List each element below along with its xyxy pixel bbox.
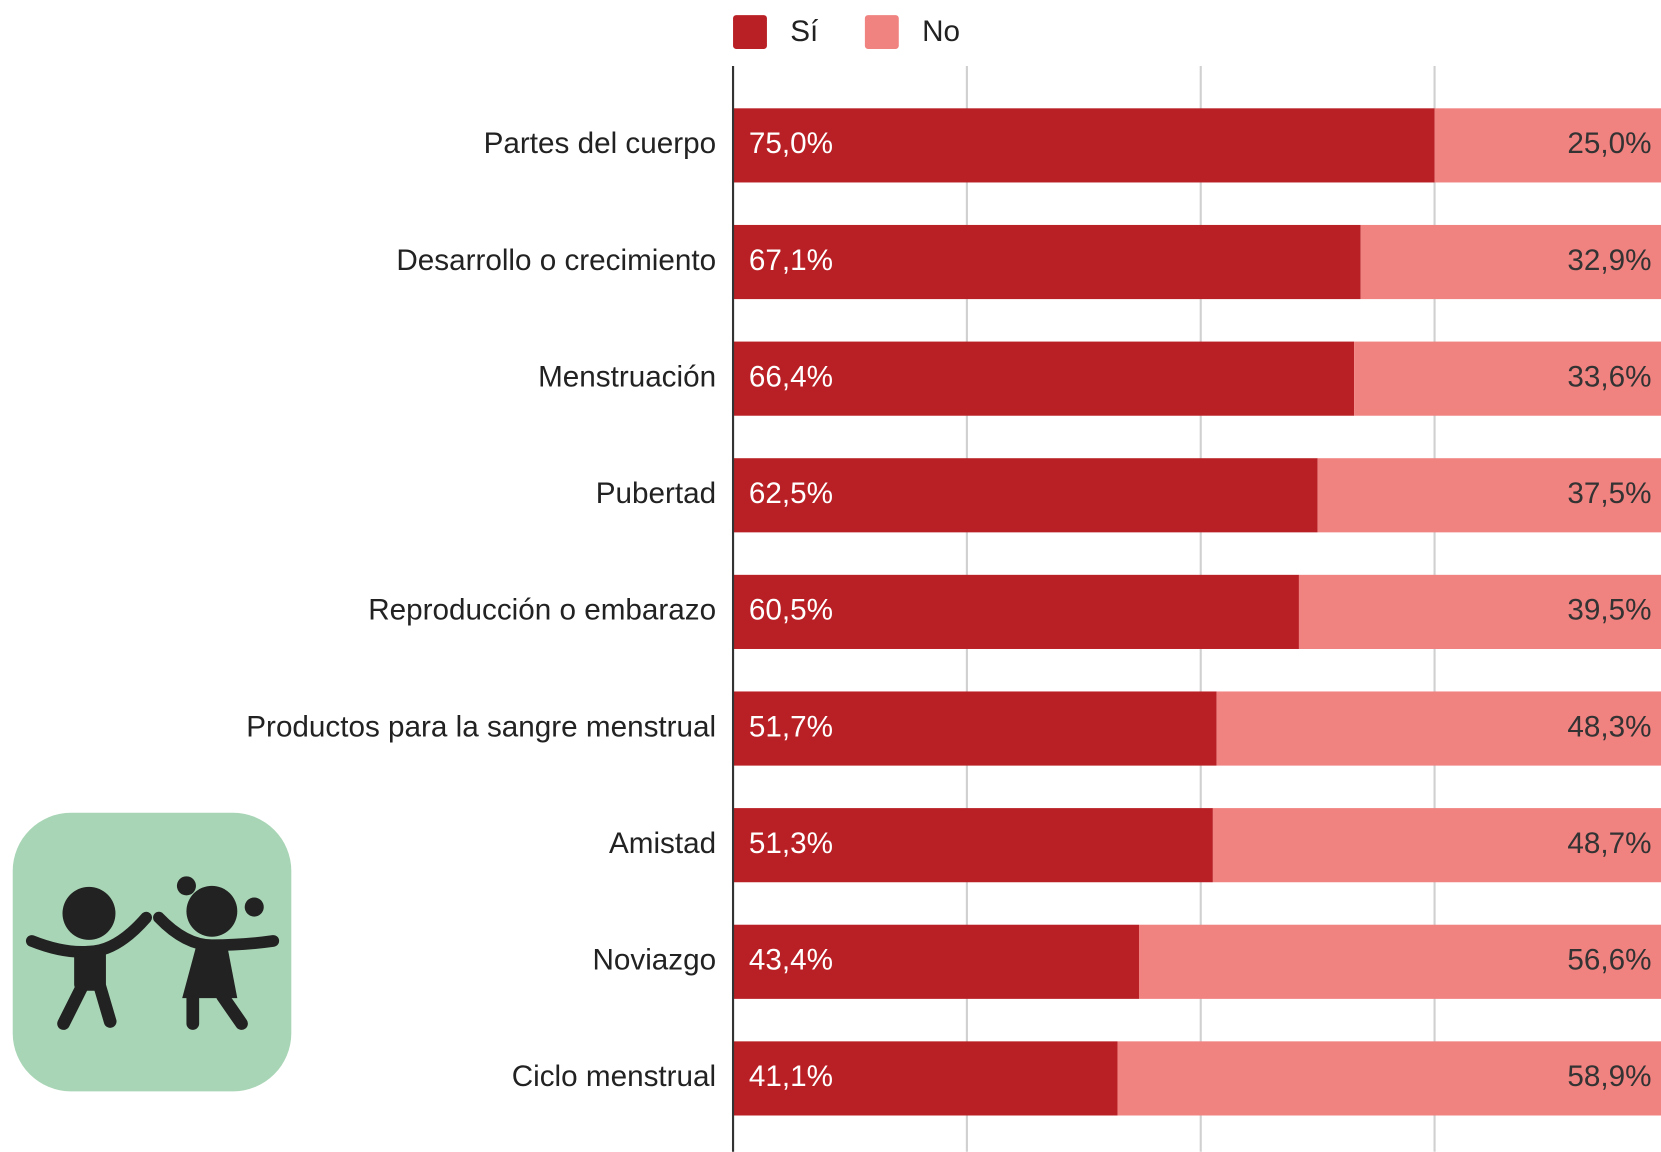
value-label: 41,1% <box>749 1060 833 1093</box>
value-label: 39,5% <box>1567 594 1651 627</box>
value-label: 58,9% <box>1567 1060 1651 1093</box>
icon-background <box>12 812 292 1092</box>
bar-segment <box>733 458 1318 533</box>
value-label: 56,6% <box>1567 944 1651 977</box>
value-label: 66,4% <box>749 360 833 393</box>
bar-segment <box>733 808 1213 883</box>
bar-segment <box>1298 574 1661 649</box>
bar-segment <box>733 691 1217 766</box>
category-label: Pubertad <box>596 477 716 510</box>
value-label: 48,3% <box>1567 710 1651 743</box>
bar-segment <box>1360 224 1661 300</box>
legend: Sí No <box>733 15 960 49</box>
value-label: 51,7% <box>749 710 833 743</box>
bar-segment <box>733 574 1299 649</box>
category-label: Menstruación <box>538 360 716 393</box>
kids-icon <box>12 812 292 1092</box>
bar-segment <box>1317 458 1661 533</box>
value-label: 67,1% <box>749 244 833 277</box>
icon-figures <box>25 876 280 1030</box>
value-label: 43,4% <box>749 944 833 977</box>
legend-label: No <box>922 15 960 48</box>
category-label: Ciclo menstrual <box>512 1060 716 1093</box>
bar-segment <box>1117 1041 1661 1116</box>
bar-segment <box>1212 808 1661 883</box>
bar-segment <box>1138 924 1661 999</box>
legend-swatch <box>864 15 899 49</box>
category-label: Productos para la sangre menstrual <box>246 710 716 743</box>
value-label: 48,7% <box>1567 827 1651 860</box>
value-label: 51,3% <box>749 827 833 860</box>
bar-segment <box>733 924 1139 999</box>
bar-segment <box>1216 691 1661 766</box>
bar-segment <box>733 341 1355 416</box>
bar-segment <box>733 1041 1118 1116</box>
bar-segment <box>1354 341 1661 416</box>
category-label: Partes del cuerpo <box>484 127 716 160</box>
legend-label: Sí <box>790 15 819 48</box>
value-label: 32,9% <box>1567 244 1651 277</box>
value-label: 75,0% <box>749 127 833 160</box>
bars: Partes del cuerpo 75,0% 25,0% Desarrollo o … <box>246 108 1661 1116</box>
legend-swatch <box>733 15 767 49</box>
value-label: 25,0% <box>1567 127 1651 160</box>
value-label: 33,6% <box>1567 360 1651 393</box>
category-label: Amistad <box>609 827 716 860</box>
value-label: 62,5% <box>749 477 833 510</box>
value-label: 60,5% <box>749 594 833 627</box>
value-label: 37,5% <box>1567 477 1651 510</box>
category-label: Desarrollo o crecimiento <box>396 244 716 277</box>
category-label: Reproducción o embarazo <box>368 594 716 627</box>
bar-segment <box>733 108 1435 183</box>
bar-segment <box>1434 108 1661 183</box>
category-label: Noviazgo <box>592 944 716 977</box>
bar-segment <box>733 224 1361 300</box>
